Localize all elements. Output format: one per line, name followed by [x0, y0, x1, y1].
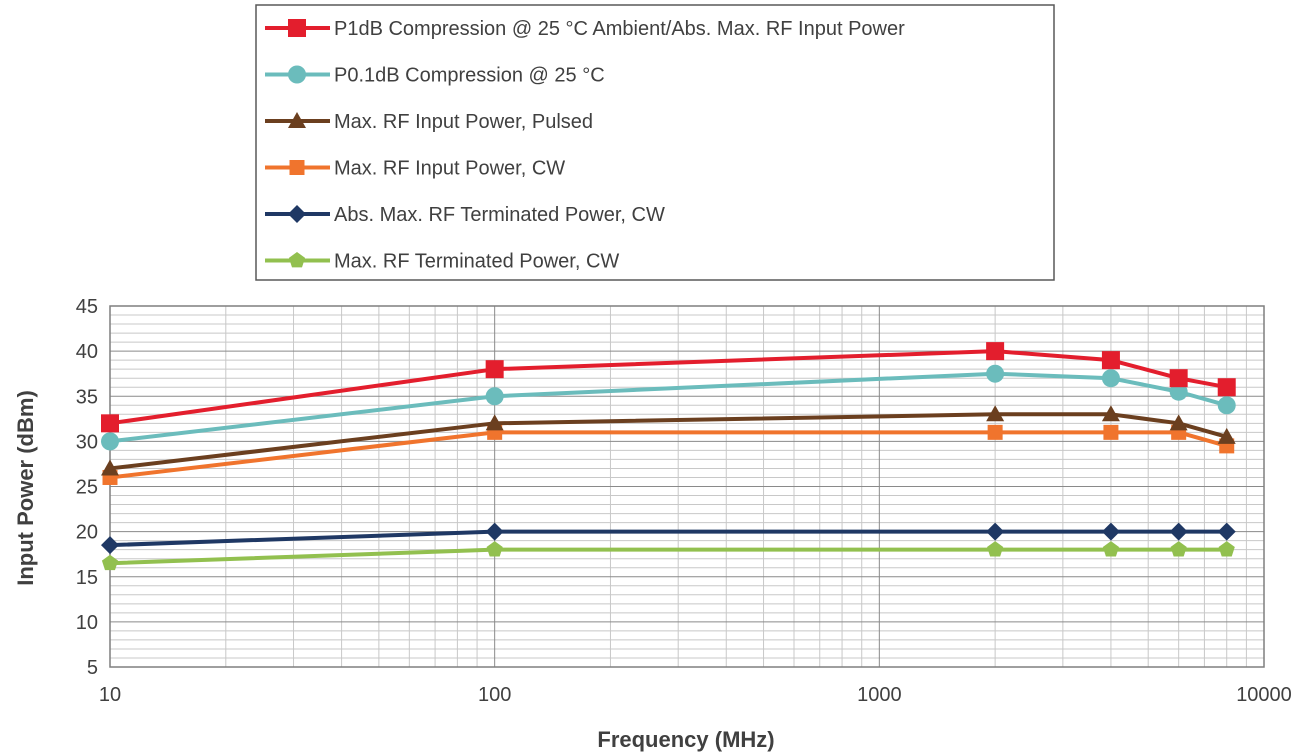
- data-point: [1101, 522, 1120, 541]
- data-point: [1217, 522, 1236, 541]
- data-point: [101, 536, 119, 555]
- legend: P1dB Compression @ 25 °C Ambient/Abs. Ma…: [255, 4, 1055, 281]
- y-tick-label: 35: [76, 386, 98, 408]
- legend-label: Abs. Max. RF Terminated Power, CW: [334, 204, 665, 226]
- data-point: [986, 364, 1005, 383]
- legend-item: Max. RF Input Power, Pulsed: [265, 111, 593, 133]
- data-point: [1217, 396, 1236, 415]
- data-point: [987, 541, 1004, 557]
- data-point: [1101, 351, 1120, 370]
- data-point: [1169, 414, 1188, 431]
- data-point: [485, 522, 504, 541]
- legend-item: P1dB Compression @ 25 °C Ambient/Abs. Ma…: [265, 18, 905, 40]
- data-point: [1101, 369, 1120, 388]
- legend-marker: [288, 65, 306, 84]
- legend-label: Max. RF Input Power, Pulsed: [334, 111, 593, 133]
- data-point: [101, 432, 119, 451]
- y-tick-label: 5: [87, 657, 98, 679]
- data-point: [1169, 369, 1188, 388]
- y-axis-title: Input Power (dBm): [13, 390, 38, 586]
- data-point: [986, 405, 1005, 422]
- data-point: [101, 414, 119, 433]
- data-point: [1103, 424, 1119, 440]
- x-axis-title: Frequency (MHz): [597, 727, 774, 752]
- y-tick-label: 10: [76, 612, 98, 634]
- legend-label: Max. RF Terminated Power, CW: [334, 251, 619, 273]
- data-point: [1169, 382, 1188, 401]
- legend-label: P0.1dB Compression @ 25 °C: [334, 65, 605, 87]
- x-axis-ticks: 10 100 1000 10000: [99, 684, 1292, 706]
- y-axis-ticks: 5 10 15 20 25 30 35 40 45: [76, 296, 98, 679]
- y-tick-label: 15: [76, 567, 98, 589]
- legend-item: Max. RF Terminated Power, CW: [265, 251, 619, 273]
- legend-item: Abs. Max. RF Terminated Power, CW: [265, 204, 665, 226]
- data-point: [1217, 427, 1236, 444]
- legend-marker: [289, 160, 305, 175]
- x-tick-label: 10: [99, 684, 121, 706]
- data-point: [101, 554, 119, 571]
- y-tick-label: 30: [76, 431, 98, 453]
- series-line: [109, 412, 1228, 471]
- legend-marker: [288, 205, 306, 223]
- data-point: [1101, 405, 1120, 422]
- series-line: [109, 547, 1227, 566]
- data-point: [986, 522, 1005, 541]
- series-2: [101, 364, 1236, 451]
- legend-marker: [288, 252, 306, 268]
- legend-item: P0.1dB Compression @ 25 °C: [265, 65, 605, 87]
- legend-marker: [288, 112, 306, 128]
- data-point: [1102, 541, 1120, 557]
- series-line: [109, 430, 1228, 480]
- data-point: [1170, 541, 1187, 557]
- legend-marker: [288, 19, 306, 37]
- data-point: [485, 414, 504, 431]
- data-point: [486, 541, 503, 557]
- data-point: [1218, 541, 1235, 557]
- data-point: [1217, 378, 1236, 397]
- data-point: [101, 459, 119, 476]
- series-6: [101, 541, 1235, 571]
- x-tick-label: 100: [478, 684, 511, 706]
- legend-label: Max. RF Input Power, CW: [334, 158, 565, 180]
- data-point: [986, 342, 1005, 361]
- data-point: [485, 360, 504, 379]
- y-tick-label: 45: [76, 296, 98, 318]
- data-point: [485, 387, 504, 406]
- series-3: [101, 405, 1236, 476]
- x-tick-label: 10000: [1236, 684, 1292, 706]
- legend-label: P1dB Compression @ 25 °C Ambient/Abs. Ma…: [334, 18, 905, 40]
- series-line: [109, 529, 1227, 548]
- plot-area-border: [109, 305, 1265, 668]
- data-point: [987, 424, 1003, 440]
- y-tick-label: 25: [76, 477, 98, 499]
- legend-box: [255, 4, 1055, 281]
- data-point: [1169, 522, 1188, 541]
- legend-item: Max. RF Input Power, CW: [265, 158, 565, 180]
- x-tick-label: 1000: [857, 684, 902, 706]
- series-5: [101, 522, 1236, 555]
- series-layer: [101, 342, 1236, 571]
- y-tick-label: 40: [76, 341, 98, 363]
- series-1: [101, 342, 1236, 433]
- series-4: [102, 424, 1235, 485]
- y-tick-label: 20: [76, 522, 98, 544]
